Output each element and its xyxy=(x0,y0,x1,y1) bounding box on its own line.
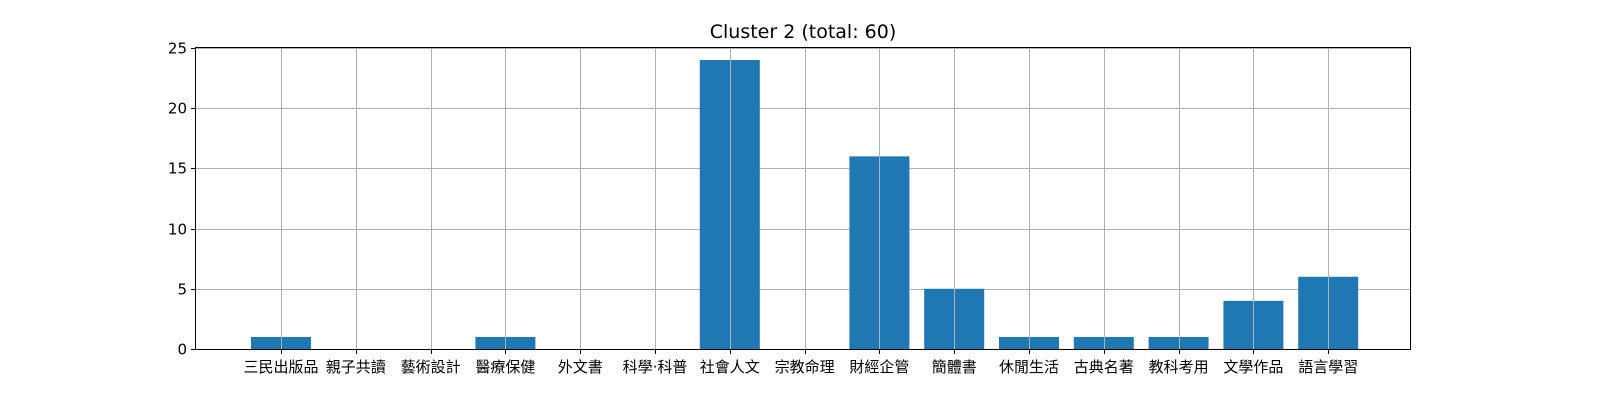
bars-layer xyxy=(251,60,1359,349)
x-tick-label: 三民出版品 xyxy=(243,358,318,376)
x-tick-label: 親子共讀 xyxy=(326,358,386,376)
y-tick-label: 15 xyxy=(168,160,187,178)
y-axis: 0 5 10 15 20 25 xyxy=(168,40,196,359)
x-tick-label: 醫療保健 xyxy=(475,358,535,376)
x-tick-label: 社會人文 xyxy=(700,358,760,376)
x-tick-label: 教科考用 xyxy=(1149,358,1209,376)
x-tick-label: 財經企管 xyxy=(849,358,909,376)
plot-frame xyxy=(195,47,1411,350)
y-tick-label: 10 xyxy=(168,221,187,239)
x-axis: 三民出版品 親子共讀 藝術設計 醫療保健 外文書 科學·科普 社會人文 宗教命理 財經企管 簡體書… xyxy=(243,349,1358,376)
bar xyxy=(1073,336,1134,349)
chart-title: Cluster 2 (total: 60) xyxy=(710,21,897,43)
bar xyxy=(1148,336,1209,349)
bar xyxy=(699,60,760,349)
x-tick-label: 簡體書 xyxy=(932,358,977,376)
x-tick-label: 科學·科普 xyxy=(623,358,688,376)
y-tick-label: 5 xyxy=(177,281,187,299)
x-tick-label: 藝術設計 xyxy=(401,358,461,376)
x-tick-label: 語言學習 xyxy=(1298,358,1358,376)
x-tick-label: 文學作品 xyxy=(1223,358,1283,376)
y-tick-label: 20 xyxy=(168,100,187,118)
x-tick-label: 休閒生活 xyxy=(999,358,1059,376)
vertical-grid-layer xyxy=(281,48,1329,349)
x-tick-label: 古典名著 xyxy=(1074,358,1134,376)
y-tick-label: 0 xyxy=(177,341,187,359)
y-tick-label: 25 xyxy=(168,40,187,58)
x-tick-label: 宗教命理 xyxy=(775,358,835,376)
x-tick-label: 外文書 xyxy=(558,358,603,376)
